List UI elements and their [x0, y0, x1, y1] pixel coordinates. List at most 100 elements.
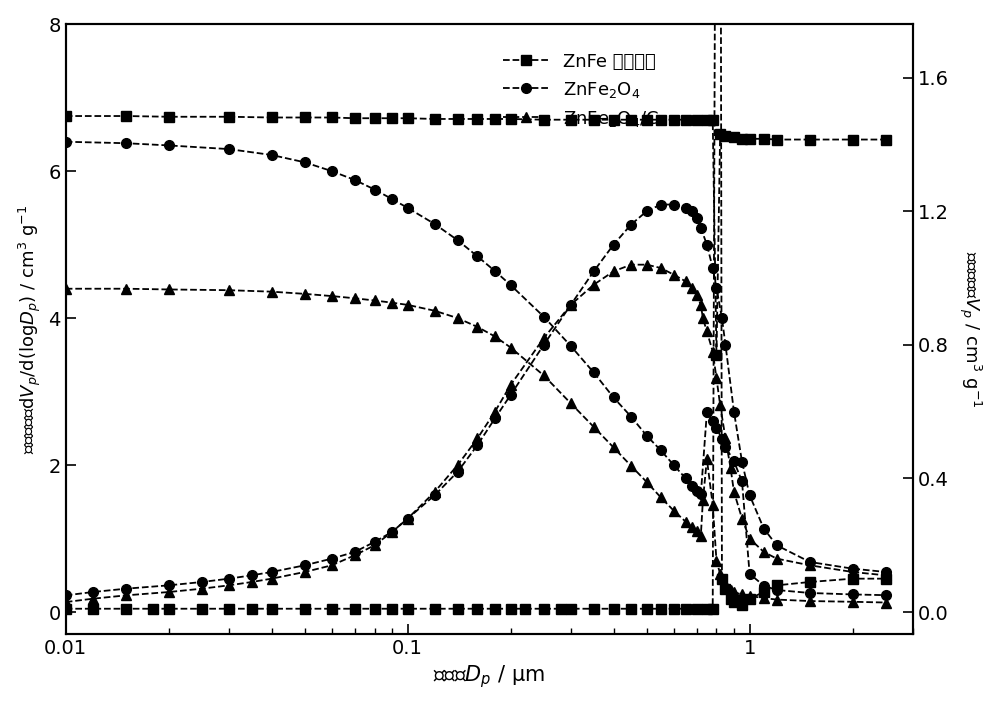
ZnFe$_2$O$_4$ [880, 591, 892, 600]
Y-axis label: 累计孔容，$V_p$ / cm$^3$ g$^{-1}$: 累计孔容，$V_p$ / cm$^3$ g$^{-1}$ [957, 251, 983, 407]
ZnFe$_2$O$_4$/C [452, 314, 464, 322]
ZnFe 氢氧化物 [668, 115, 680, 124]
ZnFe$_2$O$_4$ [608, 393, 620, 402]
ZnFe$_2$O$_4$ [386, 195, 398, 204]
ZnFe$_2$O$_4$/C [847, 597, 859, 606]
ZnFe 氢氧化物 [452, 115, 464, 123]
ZnFe$_2$O$_4$ [695, 490, 707, 498]
ZnFe$_2$O$_4$ [505, 281, 517, 289]
ZnFe$_2$O$_4$ [680, 474, 692, 483]
ZnFe$_2$O$_4$/C [707, 501, 719, 509]
ZnFe 氢氧化物 [804, 135, 816, 144]
ZnFe 氢氧化物 [655, 115, 667, 124]
ZnFe$_2$O$_4$/C [744, 592, 756, 600]
ZnFe$_2$O$_4$/C [386, 298, 398, 307]
ZnFe$_2$O$_4$ [758, 581, 770, 590]
ZnFe$_2$O$_4$/C [489, 332, 501, 341]
ZnFe$_2$O$_4$ [402, 204, 414, 212]
ZnFe$_2$O$_4$ [299, 158, 311, 167]
ZnFe$_2$O$_4$/C [880, 598, 892, 607]
ZnFe$_2$O$_4$ [538, 312, 550, 321]
ZnFe$_2$O$_4$/C [120, 284, 132, 293]
ZnFe 氢氧化物 [60, 112, 72, 120]
ZnFe$_2$O$_4$/C [223, 286, 235, 294]
ZnFe$_2$O$_4$/C [728, 588, 740, 597]
ZnFe 氢氧化物 [120, 112, 132, 120]
ZnFe$_2$O$_4$ [641, 431, 653, 440]
ZnFe 氢氧化物 [691, 115, 703, 124]
ZnFe 氢氧化物 [758, 134, 770, 143]
ZnFe 氢氧化物 [266, 113, 278, 122]
ZnFe$_2$O$_4$ [588, 368, 600, 377]
ZnFe$_2$O$_4$ [565, 341, 577, 350]
ZnFe$_2$O$_4$ [668, 461, 680, 469]
ZnFe 氢氧化物 [163, 112, 175, 121]
ZnFe$_2$O$_4$ [60, 137, 72, 146]
ZnFe$_2$O$_4$ [326, 167, 338, 175]
ZnFe$_2$O$_4$/C [736, 590, 748, 599]
ZnFe 氢氧化物 [588, 115, 600, 124]
ZnFe 氢氧化物 [714, 130, 726, 139]
ZnFe 氢氧化物 [641, 115, 653, 124]
ZnFe$_2$O$_4$/C [714, 570, 726, 578]
ZnFe$_2$O$_4$/C [402, 300, 414, 309]
ZnFe$_2$O$_4$/C [725, 586, 737, 595]
ZnFe$_2$O$_4$/C [471, 322, 483, 331]
ZnFe 氢氧化物 [386, 114, 398, 122]
ZnFe 氢氧化物 [701, 115, 713, 124]
Y-axis label: 微分孔容，d$V_p$/d(log$D_p$) / cm$^3$ g$^{-1}$: 微分孔容，d$V_p$/d(log$D_p$) / cm$^3$ g$^{-1}… [17, 204, 43, 454]
ZnFe$_2$O$_4$ [489, 267, 501, 275]
ZnFe 氢氧化物 [402, 114, 414, 122]
ZnFe$_2$O$_4$/C [804, 597, 816, 605]
ZnFe 氢氧化物 [847, 135, 859, 144]
ZnFe$_2$O$_4$/C [758, 594, 770, 602]
ZnFe$_2$O$_4$ [744, 570, 756, 578]
ZnFe$_2$O$_4$/C [691, 527, 703, 535]
ZnFe 氢氧化物 [538, 115, 550, 124]
ZnFe 氢氧化物 [565, 115, 577, 124]
ZnFe$_2$O$_4$/C [686, 522, 698, 531]
ZnFe 氢氧化物 [710, 351, 722, 359]
ZnFe$_2$O$_4$/C [266, 288, 278, 296]
ZnFe$_2$O$_4$/C [60, 284, 72, 293]
ZnFe$_2$O$_4$ [120, 139, 132, 148]
ZnFe 氢氧化物 [505, 115, 517, 123]
ZnFe 氢氧化物 [744, 134, 756, 143]
ZnFe$_2$O$_4$/C [608, 443, 620, 452]
ZnFe$_2$O$_4$ [804, 589, 816, 597]
ZnFe 氢氧化物 [299, 113, 311, 122]
ZnFe$_2$O$_4$ [655, 446, 667, 455]
ZnFe$_2$O$_4$/C [680, 518, 692, 526]
Legend: ZnFe 氢氧化物, ZnFe$_2$O$_4$, ZnFe$_2$O$_4$/C: ZnFe 氢氧化物, ZnFe$_2$O$_4$, ZnFe$_2$O$_4$/… [496, 45, 667, 136]
ZnFe$_2$O$_4$/C [701, 455, 713, 464]
ZnFe$_2$O$_4$/C [538, 371, 550, 380]
ZnFe$_2$O$_4$/C [565, 399, 577, 408]
ZnFe$_2$O$_4$ [719, 443, 731, 451]
ZnFe$_2$O$_4$/C [697, 496, 709, 505]
Line: ZnFe$_2$O$_4$: ZnFe$_2$O$_4$ [61, 137, 891, 600]
ZnFe$_2$O$_4$ [686, 481, 698, 490]
ZnFe 氢氧化物 [719, 132, 731, 140]
ZnFe$_2$O$_4$/C [719, 580, 731, 588]
ZnFe 氢氧化物 [728, 133, 740, 141]
ZnFe 氢氧化物 [471, 115, 483, 123]
ZnFe$_2$O$_4$/C [641, 478, 653, 486]
ZnFe$_2$O$_4$/C [326, 292, 338, 300]
ZnFe 氢氧化物 [736, 134, 748, 143]
ZnFe 氢氧化物 [707, 115, 719, 124]
ZnFe$_2$O$_4$/C [668, 506, 680, 515]
ZnFe$_2$O$_4$ [369, 185, 381, 194]
ZnFe$_2$O$_4$/C [625, 462, 637, 470]
ZnFe 氢氧化物 [429, 115, 441, 123]
ZnFe$_2$O$_4$ [223, 145, 235, 153]
ZnFe 氢氧化物 [369, 114, 381, 122]
ZnFe$_2$O$_4$/C [163, 285, 175, 293]
Line: ZnFe 氢氧化物: ZnFe 氢氧化物 [61, 111, 891, 360]
ZnFe$_2$O$_4$ [736, 477, 748, 486]
ZnFe$_2$O$_4$/C [349, 294, 361, 303]
ZnFe 氢氧化物 [625, 115, 637, 124]
ZnFe$_2$O$_4$/C [429, 307, 441, 315]
ZnFe 氢氧化物 [608, 115, 620, 124]
ZnFe$_2$O$_4$ [701, 408, 713, 416]
ZnFe$_2$O$_4$ [266, 151, 278, 159]
